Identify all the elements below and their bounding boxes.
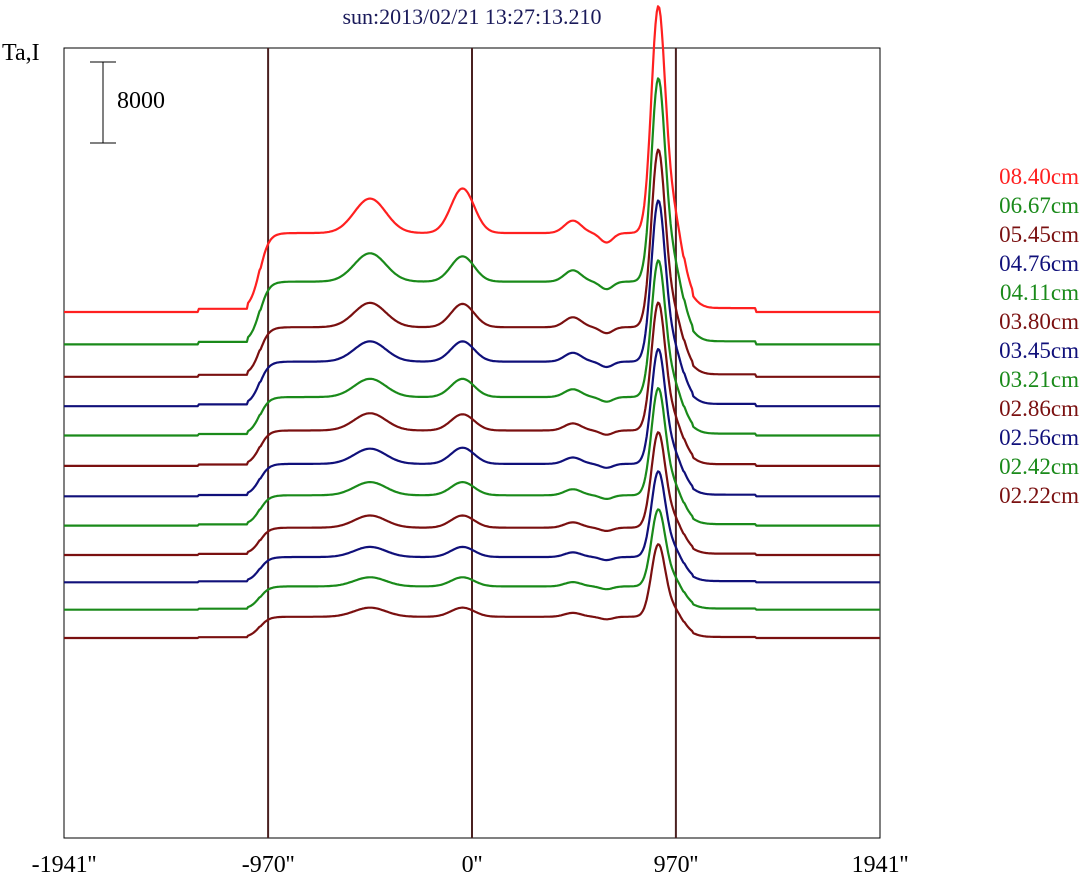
y-axis-label: Ta,I <box>2 40 40 66</box>
series-line-0 <box>64 5 880 314</box>
x-tick-label: 970'' <box>653 852 699 878</box>
legend-item: 03.45cm <box>999 338 1079 363</box>
series-line-8 <box>64 431 880 557</box>
x-tick-label: 1941'' <box>851 852 909 878</box>
legend-item: 03.21cm <box>999 367 1079 392</box>
series-line-6 <box>64 348 880 498</box>
series-line-7 <box>64 387 880 527</box>
chart-title: sun:2013/02/21 13:27:13.210 <box>342 4 602 29</box>
series-line-11 <box>64 543 880 640</box>
legend-item: 05.45cm <box>999 222 1079 247</box>
series-line-4 <box>64 259 880 437</box>
x-tick-label: -970'' <box>241 852 295 878</box>
legend-item: 02.56cm <box>999 425 1079 450</box>
x-tick-label: 0'' <box>461 852 483 878</box>
legend-item: 02.86cm <box>999 396 1079 421</box>
legend: 08.40cm 06.67cm 05.45cm 04.76cm 04.11cm … <box>999 162 1079 510</box>
series-line-1 <box>64 77 880 346</box>
legend-item: 04.11cm <box>1000 280 1079 305</box>
legend-item: 03.80cm <box>999 309 1079 334</box>
legend-item: 06.67cm <box>999 193 1079 218</box>
legend-item: 04.76cm <box>999 251 1079 276</box>
scale-bar-label: 8000 <box>117 88 165 114</box>
series-line-2 <box>64 148 880 378</box>
x-tick-label: -1941'' <box>31 852 97 878</box>
vertical-reference-lines <box>267 48 677 838</box>
series-line-5 <box>64 301 880 467</box>
legend-item: 02.22cm <box>999 483 1079 508</box>
scale-bar <box>90 61 116 144</box>
series-group <box>64 5 880 640</box>
series-line-3 <box>64 199 880 408</box>
series-line-9 <box>64 470 880 584</box>
legend-item: 02.42cm <box>999 454 1079 479</box>
legend-item: 08.40cm <box>999 164 1079 189</box>
series-line-10 <box>64 508 880 611</box>
